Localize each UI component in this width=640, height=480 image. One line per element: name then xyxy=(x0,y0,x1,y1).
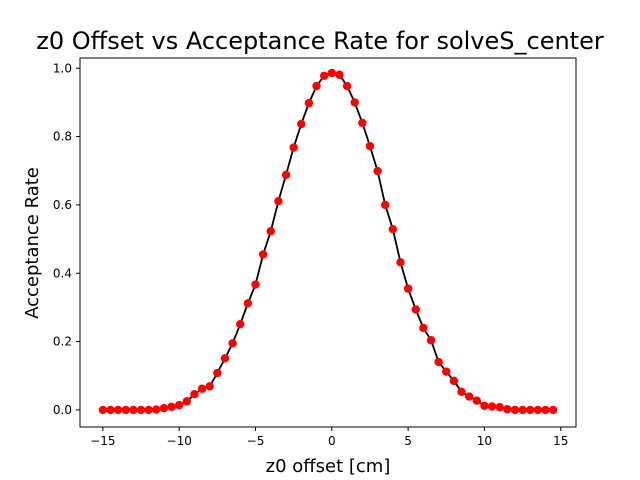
data-point xyxy=(243,299,253,308)
data-point xyxy=(190,390,199,399)
data-point xyxy=(228,339,237,348)
data-point xyxy=(503,405,512,414)
data-point xyxy=(312,81,321,91)
data-point xyxy=(175,400,184,410)
data-point xyxy=(373,166,382,176)
x-tick-label: 0 xyxy=(328,434,336,448)
data-point xyxy=(442,367,451,376)
data-point xyxy=(251,280,260,289)
data-point xyxy=(419,323,428,333)
data-point xyxy=(548,405,558,415)
x-tick-label: 15 xyxy=(553,434,568,448)
data-point xyxy=(327,68,337,78)
data-point xyxy=(396,258,405,267)
data-point xyxy=(403,284,413,293)
data-point xyxy=(106,405,115,415)
y-axis-label: Acceptance Rate xyxy=(22,167,43,319)
data-point xyxy=(213,368,222,378)
data-point xyxy=(182,397,192,406)
data-point xyxy=(205,382,214,391)
x-tick-label: 5 xyxy=(404,434,412,448)
x-tick-label: −15 xyxy=(90,434,115,448)
data-point xyxy=(464,392,474,401)
data-point xyxy=(152,405,161,414)
data-point xyxy=(236,319,245,329)
data-point xyxy=(220,354,230,363)
data-point xyxy=(358,118,367,128)
data-point xyxy=(266,227,275,236)
data-point xyxy=(342,81,352,91)
data-point xyxy=(281,170,291,180)
data-point xyxy=(335,70,344,79)
x-tick-label: −10 xyxy=(167,434,192,448)
data-point xyxy=(121,405,130,415)
data-point xyxy=(457,387,466,397)
data-point xyxy=(319,71,329,80)
data-point xyxy=(297,119,306,129)
data-point xyxy=(350,98,359,107)
y-tick-label: 1.0 xyxy=(53,61,72,75)
data-point xyxy=(533,405,543,415)
data-point xyxy=(258,250,268,259)
data-point xyxy=(472,396,481,405)
axes-frame xyxy=(79,57,577,428)
data-point xyxy=(510,405,520,415)
data-point xyxy=(144,405,153,415)
y-tick-label: 0.0 xyxy=(53,403,72,417)
data-point xyxy=(129,405,138,415)
data-point xyxy=(449,376,459,386)
y-tick-label: 0.4 xyxy=(53,266,72,280)
data-point xyxy=(388,224,398,234)
data-point xyxy=(541,405,550,415)
x-axis-label: z0 offset [cm] xyxy=(266,456,391,477)
data-point xyxy=(434,357,443,367)
y-tick-label: 0.8 xyxy=(53,130,72,144)
x-tick-label: −5 xyxy=(247,434,265,448)
chart-title: z0 Offset vs Acceptance Rate for solveS_… xyxy=(36,27,604,55)
data-point xyxy=(487,402,497,411)
y-tick-label: 0.2 xyxy=(53,335,72,349)
plot-area xyxy=(98,68,558,415)
data-point xyxy=(289,143,298,152)
data-point xyxy=(159,404,169,413)
data-point xyxy=(304,98,314,108)
data-point xyxy=(518,405,527,415)
data-point xyxy=(365,141,375,151)
x-tick-label: 10 xyxy=(477,434,492,448)
y-tick-label: 0.6 xyxy=(53,198,72,212)
data-point xyxy=(136,405,146,415)
ticks-layer: −15 −10 −5 0 5 10 15 0.0 0.2 0.4 0.6 0.8 1.0 xyxy=(53,61,568,448)
data-point xyxy=(274,196,283,206)
data-point xyxy=(381,200,390,210)
data-point xyxy=(197,384,207,393)
data-point xyxy=(526,405,535,415)
data-point xyxy=(495,402,504,412)
data-point xyxy=(411,305,420,314)
data-point xyxy=(426,336,436,345)
data-point xyxy=(480,401,489,411)
data-point xyxy=(167,402,176,412)
data-point xyxy=(98,405,108,415)
data-point xyxy=(113,405,123,415)
